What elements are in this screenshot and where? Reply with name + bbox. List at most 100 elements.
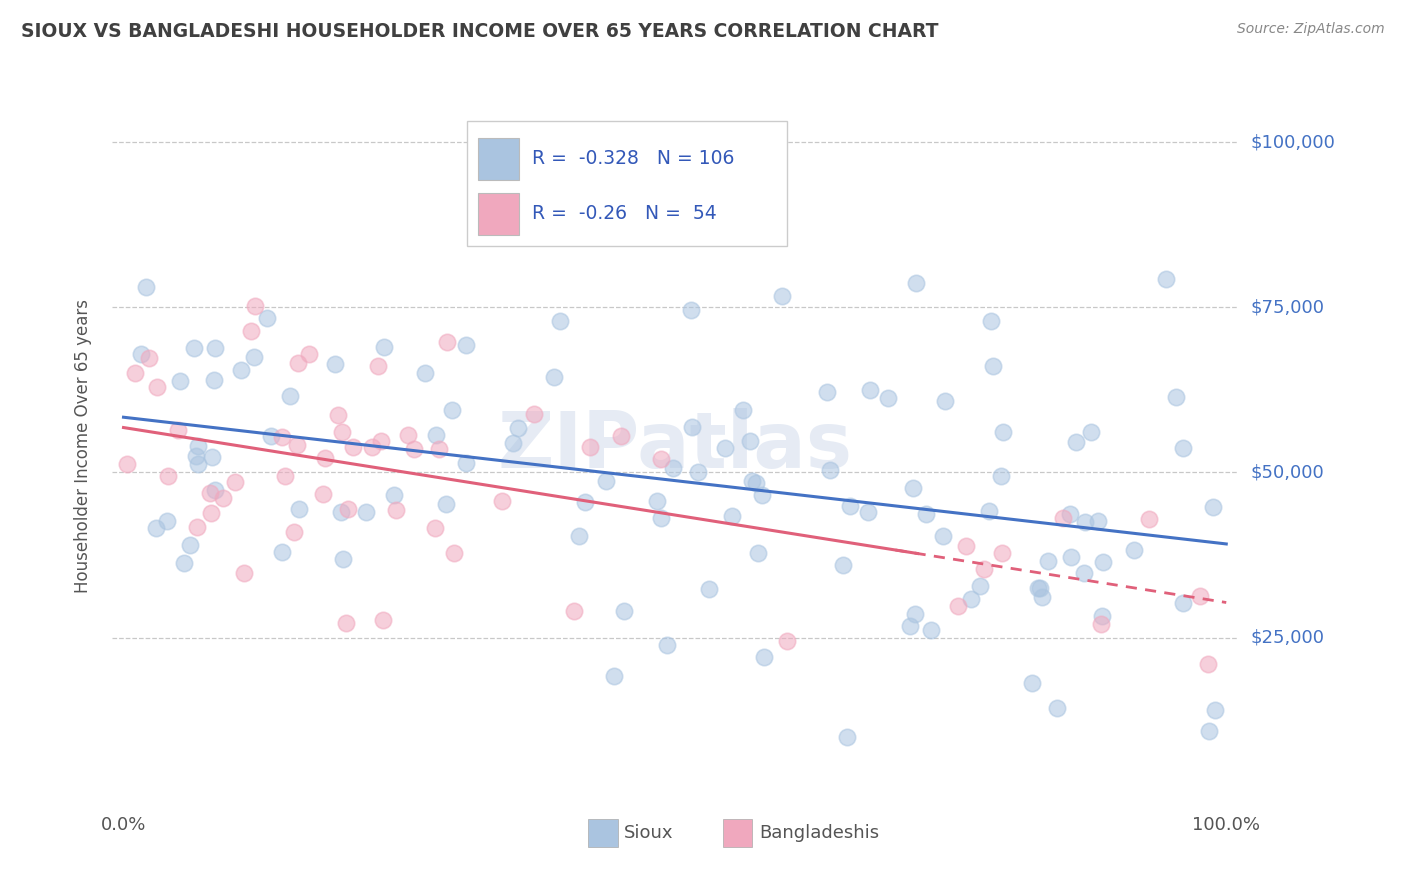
Point — [839, 499, 862, 513]
Point — [285, 438, 308, 452]
Point — [948, 599, 970, 613]
Point — [157, 469, 180, 483]
Point — [186, 520, 208, 534]
FancyBboxPatch shape — [478, 137, 519, 180]
Point — [382, 488, 405, 502]
Point — [184, 449, 207, 463]
FancyBboxPatch shape — [478, 193, 519, 235]
Point — [738, 434, 761, 449]
Point — [1171, 441, 1194, 455]
Point — [1171, 596, 1194, 610]
Point — [818, 463, 841, 477]
Point — [367, 359, 389, 374]
Point — [404, 442, 426, 456]
Point — [568, 529, 591, 543]
Point — [815, 385, 838, 400]
Point — [330, 425, 353, 440]
Point — [905, 276, 928, 290]
Point — [271, 545, 294, 559]
Point — [1059, 549, 1081, 564]
Text: R =  -0.26   N =  54: R = -0.26 N = 54 — [531, 204, 717, 223]
Point — [543, 370, 565, 384]
FancyBboxPatch shape — [723, 819, 752, 847]
Point — [204, 483, 226, 498]
Point — [274, 469, 297, 483]
Point — [770, 289, 793, 303]
Point — [1021, 676, 1043, 690]
Point — [1026, 581, 1049, 595]
Point — [603, 669, 626, 683]
Point — [187, 439, 209, 453]
Point — [229, 363, 252, 377]
Point — [859, 383, 882, 397]
Point — [335, 616, 357, 631]
Point — [425, 428, 447, 442]
Point — [187, 457, 209, 471]
Point — [202, 373, 225, 387]
Point — [1080, 425, 1102, 439]
Point — [183, 341, 205, 355]
Point — [328, 408, 350, 422]
Point — [278, 389, 301, 403]
Point — [1091, 608, 1114, 623]
Point — [1036, 554, 1059, 568]
Point — [371, 613, 394, 627]
Point — [776, 633, 799, 648]
Point — [198, 486, 221, 500]
Point — [837, 730, 859, 744]
Point — [548, 314, 571, 328]
Point — [662, 461, 685, 475]
Point — [745, 476, 768, 491]
Point — [297, 347, 319, 361]
Point — [1188, 589, 1211, 603]
Text: Bangladeshis: Bangladeshis — [759, 824, 879, 842]
Point — [1122, 542, 1144, 557]
Point — [454, 456, 477, 470]
Point — [898, 619, 921, 633]
Point — [179, 539, 201, 553]
Point — [370, 434, 392, 448]
Point — [373, 340, 395, 354]
Point — [1046, 700, 1069, 714]
Point — [314, 451, 336, 466]
Point — [427, 442, 450, 456]
Text: $25,000: $25,000 — [1251, 629, 1324, 647]
FancyBboxPatch shape — [588, 819, 617, 847]
Point — [173, 557, 195, 571]
Point — [232, 566, 254, 581]
Point — [145, 521, 167, 535]
Point — [491, 494, 513, 508]
Point — [1090, 617, 1112, 632]
Point — [955, 539, 977, 553]
Point — [650, 452, 672, 467]
Point — [169, 374, 191, 388]
Point — [342, 440, 364, 454]
Point — [336, 502, 359, 516]
Text: SIOUX VS BANGLADESHI HOUSEHOLDER INCOME OVER 65 YEARS CORRELATION CHART: SIOUX VS BANGLADESHI HOUSEHOLDER INCOME … — [21, 22, 939, 41]
Point — [415, 367, 437, 381]
Point — [436, 334, 458, 349]
Point — [981, 359, 1004, 374]
Point — [443, 546, 465, 560]
Point — [1197, 657, 1219, 672]
Point — [138, 351, 160, 365]
Point — [1073, 566, 1095, 581]
Point — [595, 474, 617, 488]
Point — [721, 509, 744, 524]
Point — [167, 423, 190, 437]
Point — [1137, 512, 1160, 526]
Point — [741, 474, 763, 488]
Text: R =  -0.328   N = 106: R = -0.328 N = 106 — [531, 149, 734, 169]
Point — [832, 558, 855, 573]
Point — [243, 351, 266, 365]
Point — [934, 393, 956, 408]
Point — [115, 457, 138, 471]
Point — [245, 299, 267, 313]
Point — [578, 440, 600, 454]
Point — [288, 501, 311, 516]
Point — [1204, 703, 1226, 717]
Point — [686, 465, 709, 479]
Point — [361, 440, 384, 454]
Text: $100,000: $100,000 — [1251, 133, 1336, 151]
Point — [396, 428, 419, 442]
